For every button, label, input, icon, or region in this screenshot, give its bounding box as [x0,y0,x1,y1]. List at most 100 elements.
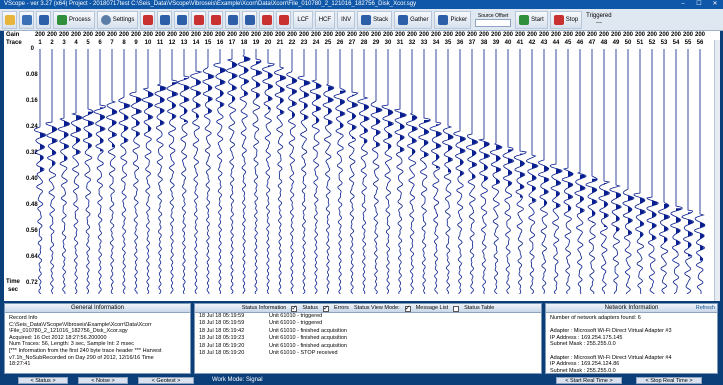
trace-fill [244,57,250,101]
seismic-trace [57,49,71,294]
settings-button[interactable]: Settings [96,10,139,29]
seismic-trace [622,49,635,294]
gain-value: 200 [634,32,645,38]
lcf-button[interactable]: LCF [293,10,313,29]
gain-value: 200 [514,32,525,38]
zoom-out-button[interactable] [174,10,190,29]
wiggle-button[interactable] [225,10,241,29]
process-button[interactable]: Process [53,10,95,29]
gain-value: 200 [406,32,417,38]
save-button[interactable] [19,10,34,29]
time-axis-label: Time [6,279,20,285]
trace-fill [688,212,693,257]
open-button[interactable] [2,10,17,29]
stop-button[interactable]: Stop [549,10,583,29]
trace-number: 10 [144,40,152,46]
save-as-button[interactable] [36,10,51,29]
seismic-trace [574,49,587,294]
trace-fill [88,111,94,156]
trace-number: 29 [372,40,380,46]
seismic-trace [477,49,491,294]
trace-fill [280,69,286,114]
gain-value: 200 [490,32,501,38]
start-button[interactable]: Start [515,10,548,29]
triggered-label: Triggered [586,12,612,19]
picker-button[interactable]: Picker [434,10,472,29]
zoom-in-button[interactable] [157,10,173,29]
network-info-line: Adapter : Microsoft Wi-Fi Direct Virtual… [550,328,672,335]
gather-button[interactable]: Gather [394,10,433,29]
agc-button[interactable] [276,10,292,29]
inv-button[interactable]: INV [337,10,356,29]
status-log-row: 18 Jul 18 05:19:59 Unit 61010 - triggered [195,320,541,327]
trace-number: 3 [62,40,66,46]
trace-fill [676,208,682,253]
trace-number: 14 [192,40,200,46]
maximize-button[interactable]: ☐ [696,1,702,7]
trace-number: 11 [156,40,164,46]
gain-value: 200 [550,32,561,38]
trace-fill [364,99,370,143]
toolbar: Process Settings LCF HCF INV Stack Gathe… [0,9,723,31]
gain-value: 200 [370,32,381,38]
seismic-plot[interactable]: Gain Trace 200 200 200 200 200 200 200 200 200 20… [4,31,720,301]
status-info-header: Status Information Status Errors Status … [195,304,541,313]
stack-button[interactable]: Stack [357,10,393,29]
gain-value: 200 [574,32,585,38]
trace-number: 49 [612,40,620,46]
log-message: Unit 61010 - triggered [269,313,323,319]
trace-number: 8 [122,40,126,46]
trace-fill [664,204,670,248]
gain-label: Gain [6,32,20,38]
trace-display [34,49,706,294]
trace-fill [160,86,166,131]
hcf-button[interactable]: HCF [314,10,336,29]
status-tab-button[interactable]: < Status > [18,377,68,384]
pan-button[interactable] [140,10,156,29]
trace-number: 52 [648,40,656,46]
close-button[interactable]: ✕ [712,1,718,7]
time-axis-unit: sec [8,287,19,293]
source-offset-input[interactable] [475,18,512,27]
status-log[interactable]: 18 Jul 18 05:19:59 Unit 61010 - triggered… [195,313,541,357]
gain-up-button[interactable] [191,10,207,29]
gain-value: 200 [214,32,225,38]
triggered-indicator: Triggered --- [584,13,613,27]
start-real-time-button[interactable]: < Start Real Time > [556,377,622,384]
time-tick: 0.08 [26,72,38,78]
gain-value: 200 [118,32,129,38]
status-table-checkbox[interactable] [453,305,460,312]
gather-icon [398,14,409,25]
plot-scrollbar[interactable] [714,40,720,301]
noise-tab-button[interactable]: < Noise > [78,377,128,384]
gain-value: 200 [454,32,465,38]
minimize-button[interactable]: – [681,1,685,7]
move-icon [142,14,153,25]
gain-value: 200 [610,32,621,38]
trace-fill [376,103,382,148]
stack-label: Stack [373,16,389,23]
seismic-trace [346,49,359,294]
status-checkbox[interactable] [291,304,298,313]
trace-number: 25 [324,40,332,46]
stop-sign-button[interactable] [259,10,275,29]
record-info-line: C:\Seis_Data\VScope\Vibroseis\Example\Xc… [9,321,152,328]
seismic-trace [118,49,131,294]
geotest-tab-button[interactable]: < Geotest > [138,377,194,384]
gain-value: 200 [166,32,177,38]
refresh-button[interactable]: Refresh [695,305,715,311]
gain-down-button[interactable] [208,10,224,29]
message-list-label: Message List [415,305,449,311]
seismic-trace [357,49,370,294]
status-log-row: 18 Jul 18 05:19:42 Unit 61010 - finished … [195,328,541,335]
errors-checkbox[interactable] [322,304,329,313]
variable-area-button[interactable] [242,10,258,29]
gain-value: 200 [262,32,273,38]
message-list-checkbox[interactable] [404,304,411,313]
seismic-trace [129,49,142,294]
trace-number: 5 [86,40,90,46]
gain-value: 200 [94,32,105,38]
stop-real-time-button[interactable]: < Stop Real Time > [636,377,702,384]
gain-value: 200 [154,32,165,38]
gain-value: 200 [190,32,201,38]
